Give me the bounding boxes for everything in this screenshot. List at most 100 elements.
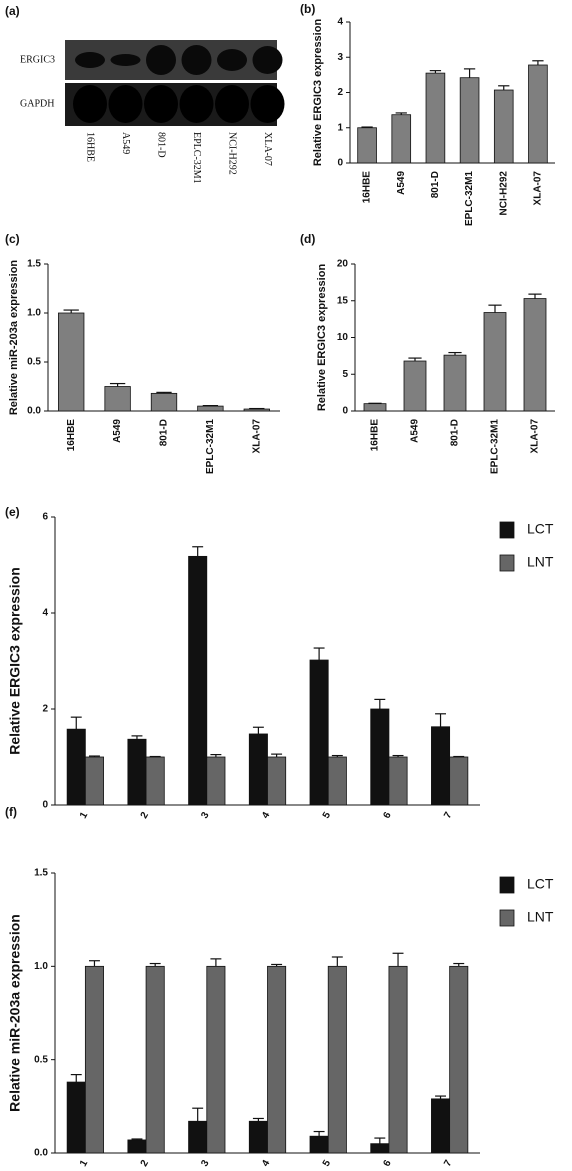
error-bar xyxy=(109,382,126,387)
error-bar xyxy=(131,735,143,740)
x-tick-label: 1 xyxy=(78,1158,91,1169)
error-bar xyxy=(192,546,204,557)
x-tick-label: 16HBE xyxy=(66,419,77,452)
bar xyxy=(523,298,547,412)
x-tick-label: 2 xyxy=(139,810,152,821)
y-tick-label: 4 xyxy=(337,17,343,28)
y-tick-label: 0.5 xyxy=(27,357,41,368)
blot-band xyxy=(179,85,214,123)
bar xyxy=(84,756,104,806)
bar xyxy=(243,408,270,412)
bar xyxy=(431,1098,451,1154)
error-bar xyxy=(156,391,172,394)
x-tick-label: XLA-07 xyxy=(251,419,262,454)
bar xyxy=(449,756,469,806)
x-tick-label: 801-D xyxy=(430,171,441,198)
bar xyxy=(145,756,165,806)
legend-swatch xyxy=(499,909,515,927)
error-bar xyxy=(435,1095,446,1099)
x-tick-label: 1 xyxy=(78,810,91,821)
bar xyxy=(449,965,469,1154)
y-tick-label: 2 xyxy=(337,87,343,98)
error-bar xyxy=(532,60,544,66)
blot-band xyxy=(252,46,283,74)
blot-band xyxy=(215,85,249,123)
error-bar xyxy=(89,960,100,967)
bar xyxy=(528,64,548,164)
bar xyxy=(425,72,446,164)
error-bar xyxy=(395,112,407,115)
x-tick-label: EPLC-32M1 xyxy=(205,419,216,474)
blot-band xyxy=(73,85,107,123)
bar xyxy=(309,1135,329,1154)
error-bar xyxy=(70,1073,82,1083)
y-axis-title: Relative ERGIC3 expression xyxy=(316,264,328,412)
y-tick-label: 1.5 xyxy=(34,868,48,879)
blot-band xyxy=(146,45,176,75)
lane-label: XLA-07 xyxy=(262,132,273,166)
x-tick-label: 5 xyxy=(321,1158,334,1169)
panel-label: (c) xyxy=(5,232,20,246)
panel-label: (d) xyxy=(300,232,315,246)
x-tick-label: A549 xyxy=(112,419,123,443)
row-label: ERGIC3 xyxy=(20,54,55,65)
blot-band xyxy=(75,52,105,68)
blot-band xyxy=(144,85,178,123)
bar xyxy=(145,965,165,1154)
bar xyxy=(327,756,347,806)
bar xyxy=(443,354,467,412)
error-bar xyxy=(392,952,404,967)
lane-label: NCI-H292 xyxy=(227,132,238,175)
lane-label: 16HBE xyxy=(85,132,96,162)
x-tick-label: A549 xyxy=(396,171,407,195)
y-axis-title: Relative ERGIC3 expression xyxy=(7,567,23,755)
x-tick-label: 5 xyxy=(321,810,334,821)
bar xyxy=(84,965,104,1154)
y-tick-label: 5 xyxy=(342,369,348,380)
y-axis-title: Relative miR-203a expression xyxy=(7,914,23,1112)
y-tick-label: 4 xyxy=(42,608,48,619)
legend-swatch xyxy=(499,521,515,539)
y-tick-label: 0 xyxy=(342,406,348,417)
error-bar xyxy=(252,726,264,734)
error-bar xyxy=(435,713,446,727)
x-tick-label: NCI-H292 xyxy=(498,171,509,216)
blot-band xyxy=(181,45,212,75)
bar xyxy=(431,726,451,806)
y-tick-label: 0.0 xyxy=(34,1148,48,1159)
x-tick-label: 7 xyxy=(442,810,455,821)
error-bar xyxy=(149,962,161,967)
x-tick-label: 6 xyxy=(382,1158,395,1169)
y-tick-label: 1.0 xyxy=(27,308,41,319)
x-tick-label: 801-D xyxy=(450,419,461,446)
error-bar xyxy=(392,754,404,757)
bar xyxy=(267,756,287,806)
bar xyxy=(66,728,86,806)
error-bar xyxy=(70,716,82,730)
error-bar xyxy=(210,753,222,757)
x-tick-label: A549 xyxy=(410,419,421,443)
error-bar xyxy=(271,753,283,757)
bar xyxy=(483,312,507,412)
error-bar xyxy=(210,958,222,967)
bar xyxy=(104,386,131,412)
lane-label: A549 xyxy=(120,132,131,154)
legend-label: LCT xyxy=(527,521,554,537)
error-bar xyxy=(331,956,343,967)
y-tick-label: 10 xyxy=(337,332,349,343)
bar xyxy=(188,1120,208,1154)
error-bar xyxy=(488,304,502,313)
bar xyxy=(206,756,226,806)
bar xyxy=(370,1143,390,1154)
error-bar xyxy=(374,1137,386,1144)
error-bar xyxy=(528,293,542,299)
x-tick-label: 2 xyxy=(139,1158,152,1169)
lane-label: EPLC-32M1 xyxy=(191,132,202,184)
bar xyxy=(459,77,480,164)
x-tick-label: 3 xyxy=(199,810,212,821)
legend-swatch xyxy=(499,554,515,572)
x-tick-label: 7 xyxy=(442,1158,455,1169)
bar xyxy=(206,965,226,1154)
bar xyxy=(357,127,377,164)
error-bar xyxy=(453,962,465,967)
